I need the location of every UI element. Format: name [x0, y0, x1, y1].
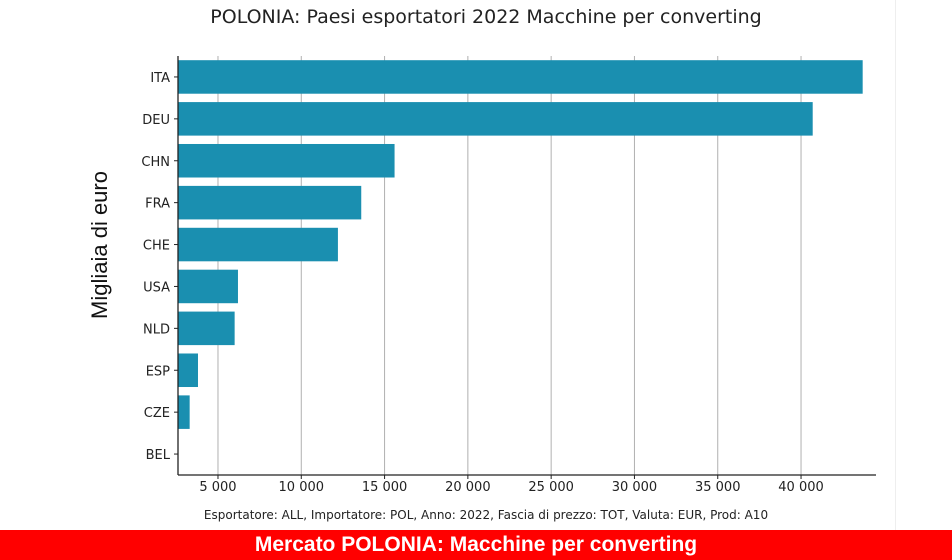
- x-tick-label: 25 000: [528, 480, 574, 495]
- category-label: ITA: [150, 71, 170, 86]
- x-tick-label: 40 000: [778, 480, 824, 495]
- bar: [178, 60, 863, 94]
- category-label: BEL: [146, 448, 171, 463]
- x-tick-label: 35 000: [695, 480, 741, 495]
- category-label: USA: [143, 280, 170, 295]
- x-tick-label: 15 000: [362, 480, 408, 495]
- bar: [178, 269, 238, 304]
- bar: [178, 227, 338, 262]
- chart-title: POLONIA: Paesi esportatori 2022 Macchine…: [210, 6, 762, 28]
- x-tick-label: 5 000: [199, 480, 236, 495]
- category-label: ESP: [146, 364, 170, 379]
- x-tick-label: 20 000: [445, 480, 491, 495]
- bar: [178, 353, 198, 388]
- category-label: CHN: [141, 155, 170, 170]
- category-label: CHE: [143, 239, 170, 254]
- category-label: DEU: [142, 113, 170, 128]
- category-label: CZE: [144, 406, 170, 421]
- bar: [178, 102, 813, 136]
- bar: [178, 185, 362, 220]
- divider: [895, 0, 896, 530]
- bar: [178, 311, 235, 346]
- chart-footnote: Esportatore: ALL, Importatore: POL, Anno…: [203, 508, 769, 522]
- x-tick-label: 10 000: [279, 480, 325, 495]
- category-label: NLD: [143, 322, 170, 337]
- category-label: FRA: [145, 197, 170, 212]
- bar: [178, 395, 190, 429]
- bar: [178, 143, 395, 178]
- market-banner: Mercato POLONIA: Macchine per converting: [0, 530, 952, 560]
- x-tick-label: 30 000: [612, 480, 658, 495]
- bar-chart: ITA DEU CHN FRA CHE USA NLD ESP CZE BEL 5 000 10 00…: [141, 56, 876, 495]
